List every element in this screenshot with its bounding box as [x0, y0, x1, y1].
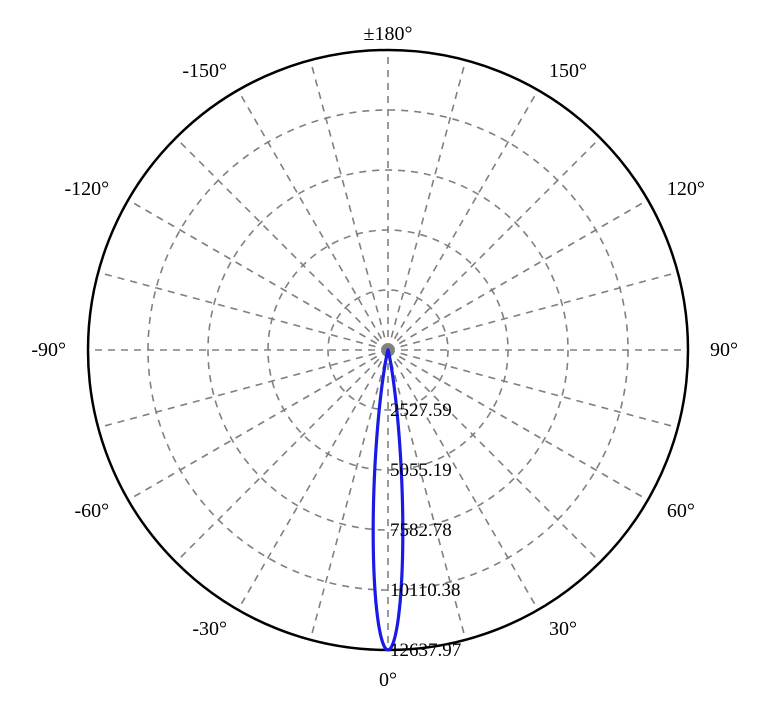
angle-tick-label: 90°: [710, 339, 738, 361]
grid-spoke: [176, 350, 388, 562]
radial-tick-label: 5055.19: [390, 460, 452, 481]
angle-tick-label: 60°: [667, 500, 695, 522]
radial-tick-label: 2527.59: [390, 400, 452, 421]
polar-plot: ±180° -150° -120° -90° -60° -30° 0° 30° 60° 90° 12…: [0, 0, 777, 701]
angle-labels: ±180° -150° -120° -90° -60° -30° 0° 30° 60° 90° 12…: [31, 23, 738, 691]
grid-spoke: [238, 90, 388, 350]
angle-tick-label: -90°: [31, 339, 66, 361]
grid-spoke: [388, 138, 600, 350]
angle-tick-label: 120°: [667, 178, 705, 200]
angle-tick-label: 0°: [379, 669, 397, 691]
grid-spoke: [98, 272, 388, 350]
radial-tick-label: 7582.78: [390, 520, 452, 541]
angle-tick-label: ±180°: [364, 23, 413, 45]
grid-spoke: [388, 90, 538, 350]
angle-tick-label: -30°: [192, 618, 227, 640]
angle-tick-label: -150°: [182, 60, 227, 82]
grid-spoke: [388, 200, 648, 350]
angle-tick-label: -120°: [64, 178, 109, 200]
angle-tick-label: -60°: [74, 500, 109, 522]
grid-spoke: [238, 350, 388, 610]
grid-spoke: [388, 60, 466, 350]
angle-tick-label: 30°: [549, 618, 577, 640]
grid-spoke: [388, 272, 678, 350]
grid-spoke: [128, 350, 388, 500]
grid-spoke: [310, 60, 388, 350]
angle-tick-label: 150°: [549, 60, 587, 82]
radial-tick-label: 12637.97: [390, 640, 461, 661]
grid-spoke: [128, 200, 388, 350]
grid-spoke: [176, 138, 388, 350]
grid-spoke: [98, 350, 388, 428]
radial-tick-label: 10110.38: [390, 580, 461, 601]
